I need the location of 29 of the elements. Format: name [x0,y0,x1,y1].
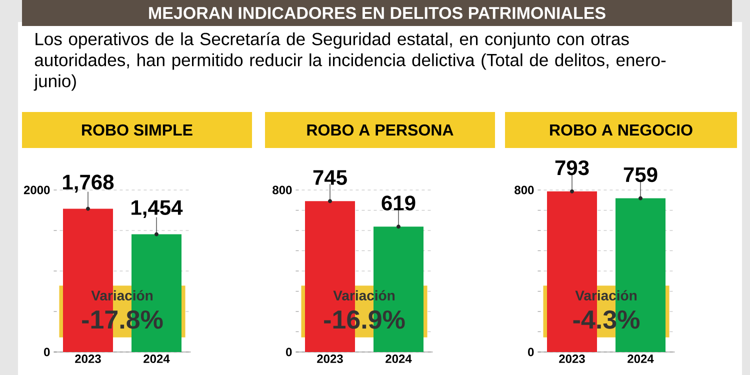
text: Los operativos de la Secretaría de Seguridad estatal, en conjunto con otras autoridades, han permitido reducir la incidencia delictiva (Total de delitos, enero-junio) [34,32,666,91]
data-label: 1,768 [63,174,114,193]
data-label: 759 [624,167,658,182]
x-tick-label: 2024 [386,354,412,364]
chart-title: ROBO A NEGOCIO [550,124,692,136]
data-label: 1,454 [132,200,183,218]
chart-title: ROBO A PERSONA [307,124,454,136]
text: MEJORAN INDICADORES EN DELITOS PATRIMONIALES [149,6,606,20]
y-tick-label: 0 [286,348,292,356]
x-tick-label: 2023 [317,354,343,364]
data-label: 745 [313,170,347,185]
data-label: 793 [555,160,589,176]
y-tick-label: 2000 [24,186,50,194]
y-tick-label: 800 [272,186,292,194]
x-tick-label: 2023 [75,354,101,364]
x-tick-label: 2024 [628,354,654,364]
annotation: Variación [91,290,153,301]
annotation: -17.8% [82,310,163,329]
y-tick-label: 0 [44,348,50,356]
annotation: Variación [333,290,395,301]
x-tick-label: 2023 [559,354,585,364]
x-tick-label: 2024 [144,354,170,364]
annotation: -16.9% [324,310,405,329]
annotation: -4.3% [573,310,640,329]
y-tick-label: 0 [528,348,534,356]
y-tick-label: 800 [514,186,534,194]
data-label: 619 [382,196,416,210]
chart-title: ROBO SIMPLE [82,124,192,136]
annotation: Variación [575,290,637,301]
